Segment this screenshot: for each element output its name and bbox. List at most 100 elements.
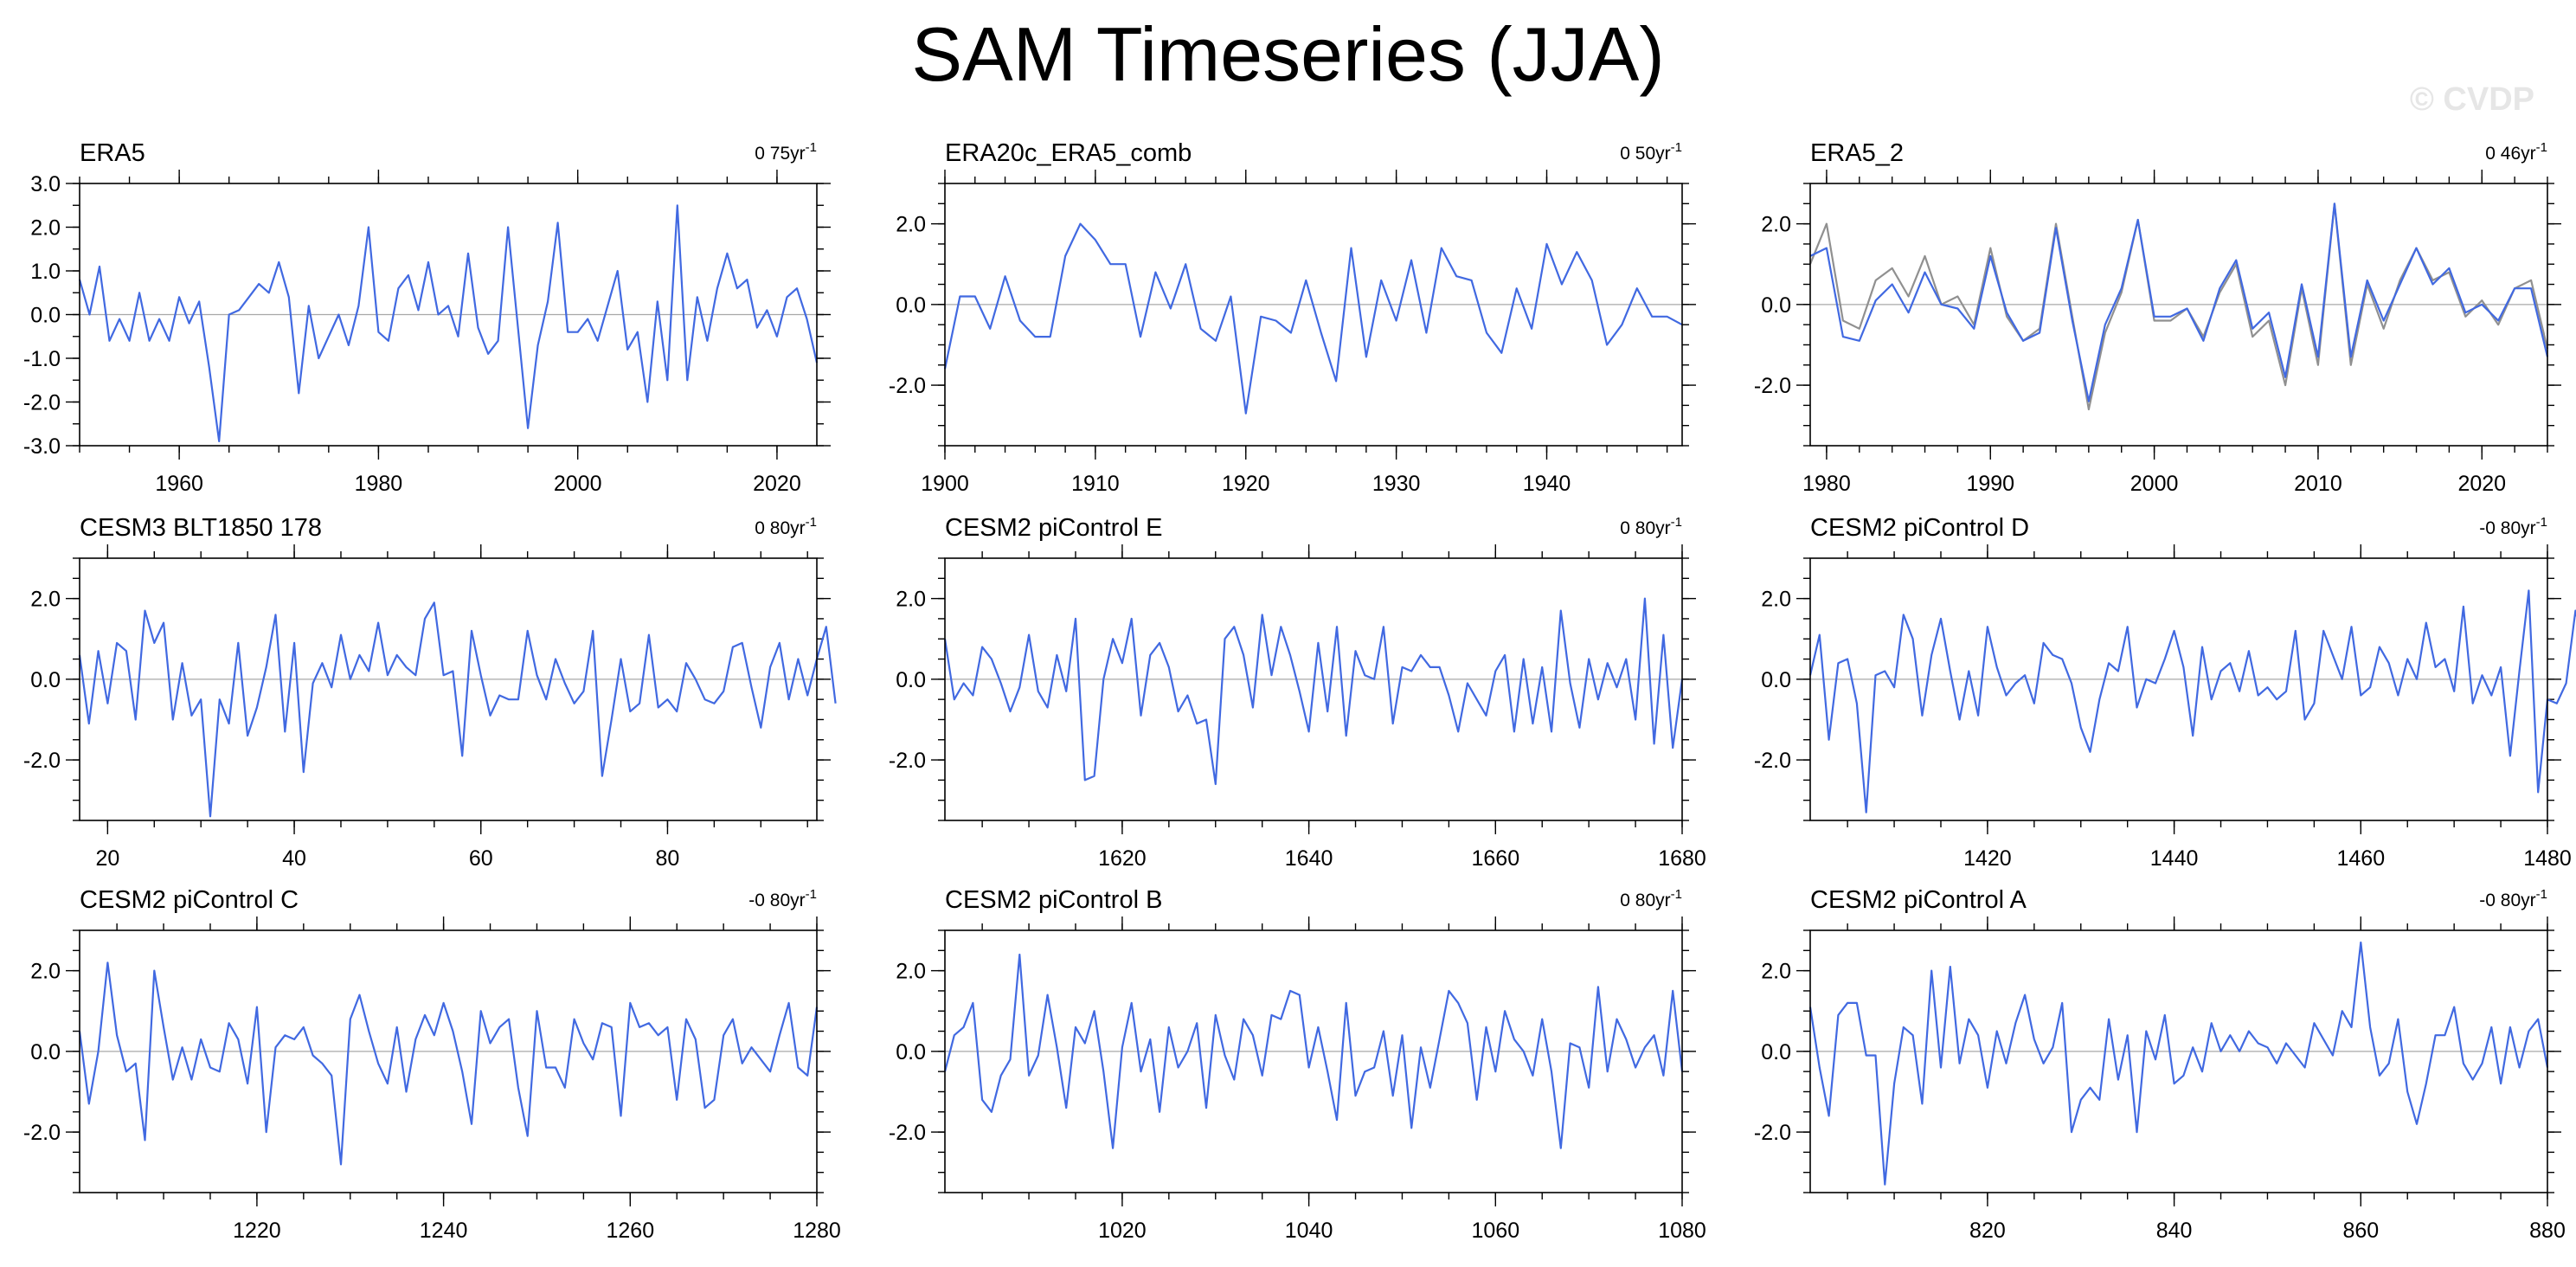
x-tick-label: 1900 [921,472,969,496]
y-tick-label: -2.0 [23,749,61,773]
panel-9: -2.0 0.0 2.0 820 840 860 880 CESM2 piControl A -… [1754,886,2566,1243]
panel-title: CESM3 BLT1850 178 [80,514,322,542]
x-tick-label: 1680 [1658,846,1706,871]
plot-frame [944,183,1683,447]
x-tick-label: 1480 [2523,846,2572,871]
panel-4: -2.0 0.0 2.0 20 40 60 80 CESM3 BLT1850 178 0 80y… [23,514,837,871]
y-tick-label: 2.0 [30,960,61,984]
x-tick-label: 1080 [1658,1219,1706,1243]
panel-7: -2.0 0.0 2.0 1220 1240 1260 1280 CESM2 piContro… [23,886,841,1243]
x-tick-label: 1940 [1523,472,1571,496]
x-tick-label: 860 [2342,1219,2379,1243]
x-tick-label: 820 [1969,1219,2006,1243]
x-tick-label: 1440 [2150,846,2199,871]
panel-title: ERA20c_ERA5_comb [945,139,1192,167]
trend-label: -0 80yr-1 [748,887,817,910]
series-line-1 [1808,203,2549,411]
y-tick-label: 0.0 [30,1040,61,1064]
plot-frame [1809,929,2548,1193]
y-tick-label: 2.0 [896,588,926,612]
x-tick-label: 1910 [1071,472,1120,496]
trend-label: 0 75yr-1 [755,140,817,164]
panel-5: -2.0 0.0 2.0 1620 1640 1660 1680 CESM2 piContro… [889,514,1706,871]
x-tick-label: 1280 [793,1219,841,1243]
plot-frame [79,557,818,821]
panel-title: CESM2 piControl D [1810,514,2029,542]
plot-frame [79,183,818,447]
y-tick-label: 2.0 [30,588,61,612]
x-tick-label: 80 [656,846,680,871]
panel-6: -2.0 0.0 2.0 1420 1440 1460 1480 CESM2 piContro… [1754,514,2576,871]
plot-frame [1809,557,2548,821]
panel-2: -2.0 0.0 2.0 1900 1910 1920 1930 1940 ERA20c_ERA… [889,139,1696,496]
trend-label: -0 80yr-1 [2479,887,2547,910]
y-tick-label: -3.0 [23,434,61,459]
y-tick-label: 2.0 [30,216,61,241]
y-tick-label: -2.0 [889,1121,926,1145]
y-tick-label: 1.0 [30,260,61,284]
y-tick-label: 0.0 [1761,668,1791,692]
x-tick-label: 1660 [1471,846,1519,871]
y-tick-label: -2.0 [1754,374,1791,398]
x-tick-label: 2000 [554,472,602,496]
trend-label: 0 80yr-1 [755,515,817,538]
y-tick-label: 3.0 [30,172,61,196]
series-line-2 [1809,203,2549,402]
plot-frame [944,557,1683,821]
x-tick-label: 60 [469,846,493,871]
x-tick-label: 1420 [1963,846,2012,871]
series-line-1 [943,222,1683,415]
x-tick-label: 1020 [1098,1219,1147,1243]
x-tick-label: 1960 [155,472,203,496]
y-tick-label: -2.0 [1754,1121,1791,1145]
y-tick-label: 0.0 [1761,1040,1791,1064]
panel-title: CESM2 piControl C [80,886,299,914]
x-tick-label: 1460 [2336,846,2385,871]
y-tick-label: 2.0 [896,960,926,984]
y-tick-label: -1.0 [23,347,61,371]
y-tick-label: -2.0 [23,1121,61,1145]
series-line-1 [943,597,1684,786]
x-tick-label: 2010 [2294,472,2342,496]
plot-frame [79,929,818,1193]
x-tick-label: 1980 [355,472,403,496]
series-line-1 [78,204,819,442]
panel-title: CESM2 piControl B [945,886,1162,914]
y-tick-label: 2.0 [896,213,926,237]
trend-label: -0 80yr-1 [2479,515,2547,538]
x-tick-label: 1980 [1802,472,1851,496]
x-tick-label: 20 [95,846,119,871]
panel-title: ERA5_2 [1810,139,1904,167]
series-line-1 [1808,941,2549,1186]
x-tick-label: 1220 [233,1219,281,1243]
y-tick-label: 0.0 [1761,293,1791,318]
trend-label: 0 80yr-1 [1620,887,1682,910]
x-tick-label: 840 [2156,1219,2193,1243]
y-tick-label: 2.0 [1761,213,1791,237]
x-tick-label: 1930 [1372,472,1421,496]
series-line-1 [78,601,837,818]
panel-1: -3.0 -2.0 -1.0 0.0 1.0 2.0 3.0 1960 1980 2000 2020… [23,139,831,496]
y-tick-label: 2.0 [1761,588,1791,612]
series-line-1 [943,953,1684,1149]
y-tick-label: 0.0 [896,293,926,318]
x-tick-label: 1920 [1222,472,1270,496]
x-tick-label: 2020 [753,472,801,496]
x-tick-label: 1620 [1098,846,1147,871]
plot-frame [944,929,1683,1193]
y-tick-label: -2.0 [1754,749,1791,773]
y-tick-label: 0.0 [896,1040,926,1064]
plot-frame [1809,183,2548,447]
x-tick-label: 1990 [1966,472,2014,496]
y-tick-label: 0.0 [896,668,926,692]
panel-3: -2.0 0.0 2.0 1980 1990 2000 2010 2020 ERA5_2 0 46… [1754,139,2561,496]
watermark: © CVDP [2409,81,2534,118]
series-line-1 [78,962,819,1166]
panel-8: -2.0 0.0 2.0 1020 1040 1060 1080 CESM2 piContro… [889,886,1706,1243]
x-tick-label: 1240 [420,1219,468,1243]
y-tick-label: 0.0 [30,668,61,692]
y-tick-label: -2.0 [889,374,926,398]
x-tick-label: 880 [2529,1219,2566,1243]
panel-title: CESM2 piControl A [1810,886,2027,914]
x-tick-label: 2000 [2130,472,2179,496]
